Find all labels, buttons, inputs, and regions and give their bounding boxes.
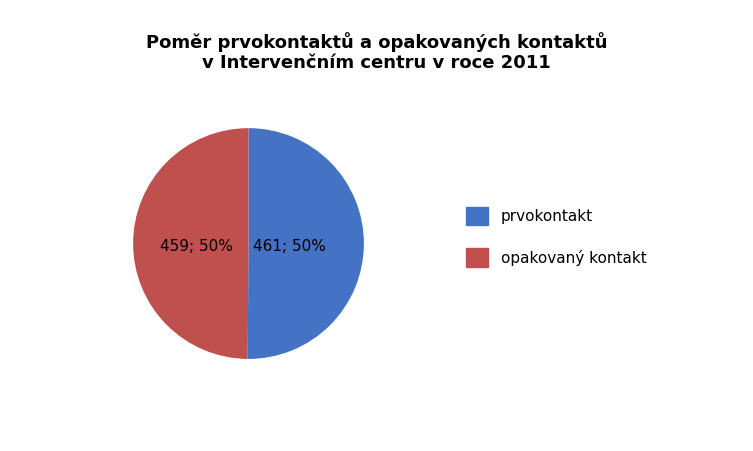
Wedge shape: [248, 128, 364, 359]
Text: 461; 50%: 461; 50%: [254, 239, 326, 254]
Text: 459; 50%: 459; 50%: [160, 239, 233, 254]
Text: Poměr prvokontaktů a opakovaných kontaktů
v Intervenčním centru v roce 2011: Poměr prvokontaktů a opakovaných kontakt…: [146, 32, 607, 72]
Wedge shape: [133, 128, 248, 359]
Legend: prvokontakt, opakovaný kontakt: prvokontakt, opakovaný kontakt: [459, 201, 653, 273]
